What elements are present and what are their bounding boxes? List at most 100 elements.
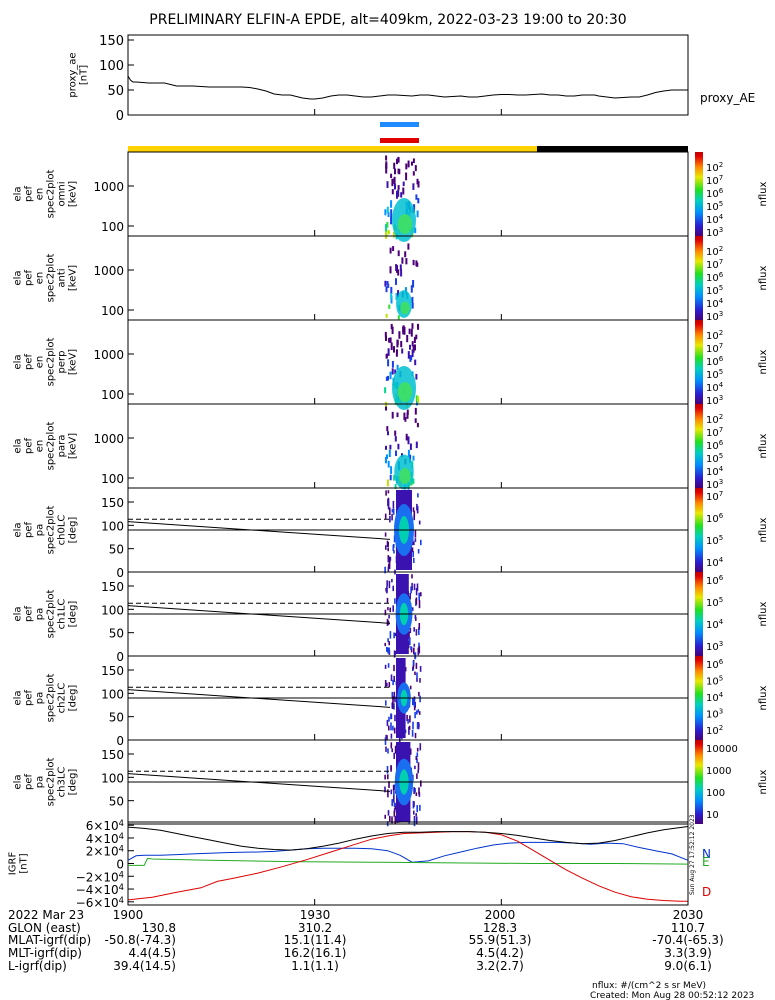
proxy-ae-ytick-label: 100: [99, 59, 124, 74]
proxy-ae-panel: 0 50 100 150 proxy_ae [nT] proxy_AE: [68, 34, 756, 124]
pitch-cell: [389, 516, 391, 523]
xaxis-cell: 4.4(4.5): [128, 946, 176, 960]
pitch-cell: [388, 725, 390, 731]
pitch-cell: [413, 510, 416, 518]
pitch-ytick-label: 100: [101, 519, 124, 533]
pitch-cell: [404, 667, 407, 672]
pitch-cell: [415, 588, 418, 596]
energy-colorbar-label-exp: 6: [719, 439, 724, 447]
energy-colorbar-label-exp: 7: [719, 342, 723, 350]
pitch-colorbar-unit: nflux: [758, 517, 769, 542]
xaxis-cell: 310.2: [298, 921, 332, 935]
pitch-cell: [391, 513, 393, 521]
pitch-ytick-label: 100: [101, 603, 124, 617]
pitch-cell: [413, 514, 415, 521]
spectrogram-cell: [385, 353, 388, 359]
energy-colorbar-label-exp: 6: [719, 271, 724, 279]
spectrogram-cell: [390, 286, 393, 294]
pitch-cell: [416, 747, 419, 752]
pitch-cell: [388, 615, 390, 619]
pitch-cell: [387, 558, 390, 563]
pitch-cell: [415, 629, 418, 636]
pitch-cell: [387, 547, 389, 552]
spectrogram-cell: [395, 450, 397, 456]
spectrogram-cell: [396, 349, 398, 354]
spectrogram-cell: [394, 436, 397, 442]
pitch-ytick-label: 50: [109, 711, 124, 725]
igrf-ytick-label: −2×104: [76, 869, 124, 884]
pitch-cell: [413, 627, 415, 632]
pitch-cell: [386, 588, 388, 594]
spectrogram-cell: [417, 198, 420, 204]
spectrogram-cell: [411, 161, 413, 166]
spectrogram-cell: [412, 280, 415, 288]
proxy-ae-ytick-label: 0: [116, 109, 124, 124]
figure-title: PRELIMINARY ELFIN-A EPDE, alt=409km, 202…: [149, 12, 626, 28]
spectrogram-cell: [411, 323, 414, 329]
pitch-cell: [418, 646, 421, 654]
energy-colorbar-label-exp: 6: [719, 187, 724, 195]
energy-colorbar: [695, 404, 703, 488]
pitch-cell: [387, 607, 389, 611]
energy-ytick-label: 100: [101, 304, 124, 318]
pitch-cell: [393, 544, 395, 548]
spectrogram-cell: [391, 411, 394, 419]
pitch-cell: [391, 691, 394, 699]
spectrogram-cell: [412, 478, 415, 484]
pitch-colorbar-label: 103: [706, 640, 723, 653]
spectrogram-cell: [386, 181, 389, 188]
pitch-cell: [418, 600, 421, 609]
energy-colorbar-label: 105: [706, 284, 723, 297]
pitch-colorbar-label: 104: [706, 691, 724, 704]
pitch-cell: [388, 781, 390, 788]
spectrogram-cell: [397, 269, 400, 276]
pitch-cell: [393, 664, 395, 672]
spectrogram-cell: [390, 293, 393, 299]
energy-colorbar-label-exp: 4: [719, 213, 724, 221]
spectrogram-cell: [385, 401, 388, 409]
pitch-colorbar-label: 105: [706, 596, 723, 609]
sunlit-bar: [128, 146, 537, 152]
pitch-cell: [418, 592, 420, 601]
pitch-cell: [416, 678, 418, 682]
spectrogram-cell: [408, 328, 411, 335]
energy-colorbar-label-exp: 3: [719, 310, 723, 318]
pitch-cell: [418, 711, 421, 715]
pitch-panel-0: 0 50 100 150 ela pef pa spec2plot ch0LC [deg] 104 1…: [13, 487, 769, 580]
pitch-cell: [416, 752, 419, 758]
spectrogram-cell: [391, 178, 394, 187]
spectrogram-cell: [391, 368, 394, 375]
spectrogram-cell: [396, 190, 398, 199]
pitch-cell: [415, 816, 418, 824]
pitch-cell: [407, 719, 409, 724]
energy-colorbar-label: 102: [706, 161, 723, 174]
spectrogram-cell: [414, 418, 417, 423]
pitch-cell: [418, 691, 420, 697]
pitch-cell: [420, 539, 422, 546]
energy-colorbar-label: 102: [706, 245, 723, 258]
xaxis-cell: -70.4(-65.3): [652, 933, 723, 947]
energy-colorbar-label: 106: [706, 355, 724, 368]
spectrogram-cell: [412, 158, 415, 164]
pitch-ylabel-line: ch1LC: [57, 599, 68, 630]
spectrogram-cell: [387, 348, 390, 356]
spectrogram-cell: [416, 210, 419, 218]
pitch-cell: [392, 679, 394, 686]
igrf-ytick-label: 0: [116, 858, 124, 872]
spectrogram-cell: [406, 412, 409, 419]
pitch-cell: [390, 742, 393, 749]
pitch-colorbar-label-exp: 4: [719, 691, 724, 699]
spectrogram-cell: [417, 323, 419, 329]
pitch-colorbar-label: 106: [706, 658, 724, 671]
xaxis-cell: 2000: [485, 908, 516, 922]
pitch-cell: [384, 566, 386, 574]
pitch-cell: [409, 685, 412, 690]
pitch-colorbar-label: 105: [706, 675, 723, 688]
spectrogram-cell: [415, 194, 418, 200]
energy-ylabel-line: ela: [13, 354, 24, 369]
pitch-colorbar-label: 104: [706, 618, 724, 631]
spectrogram-cell: [406, 335, 409, 343]
pitch-cell: [393, 703, 395, 710]
spectrogram-cell: [415, 395, 418, 402]
